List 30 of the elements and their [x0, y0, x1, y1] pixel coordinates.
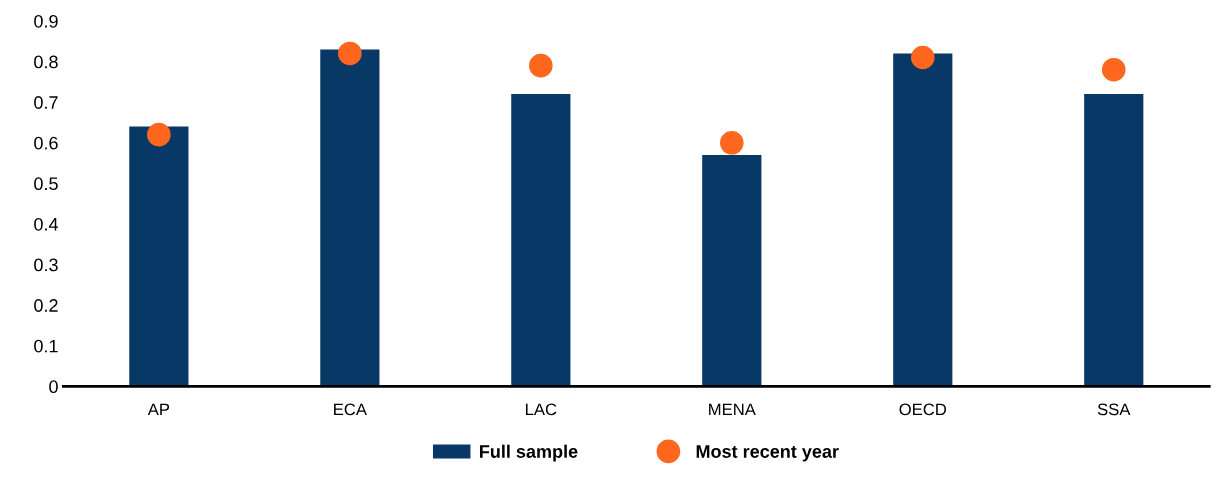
x-tick-label: SSA: [1097, 403, 1131, 416]
y-tick-label: 0.6: [34, 136, 58, 150]
y-tick-label: 0.9: [34, 14, 58, 28]
y-tick-label: 0: [49, 380, 58, 394]
y-tick-label: 0.1: [34, 339, 58, 353]
y-tick-label: 0.8: [34, 55, 58, 69]
x-tick-label: OECD: [899, 403, 947, 416]
y-tick-label: 0.5: [34, 177, 58, 191]
point: [720, 130, 744, 155]
x-tick-label: LAC: [525, 403, 557, 416]
bar: [702, 154, 762, 387]
bar: [893, 53, 953, 387]
y-tick-label: 0.7: [34, 96, 58, 109]
point: [147, 122, 171, 147]
legend-label: Full sample: [480, 444, 578, 462]
bar: [511, 94, 571, 387]
bar: [129, 126, 189, 387]
bar: [1084, 94, 1144, 387]
x-tick-label: ECA: [334, 403, 367, 416]
x-tick-label: MENA: [709, 403, 756, 416]
point: [1101, 57, 1126, 82]
y-tick-label: 0.3: [34, 258, 58, 272]
x-tick-label: AP: [147, 403, 170, 416]
legend-label: Most recent year: [696, 445, 839, 462]
point: [338, 41, 362, 66]
bar: [320, 49, 380, 387]
y-tick-label: 0.4: [34, 217, 58, 231]
point: [529, 53, 553, 78]
y-tick-label: 0.2: [34, 299, 58, 312]
point: [910, 45, 935, 70]
